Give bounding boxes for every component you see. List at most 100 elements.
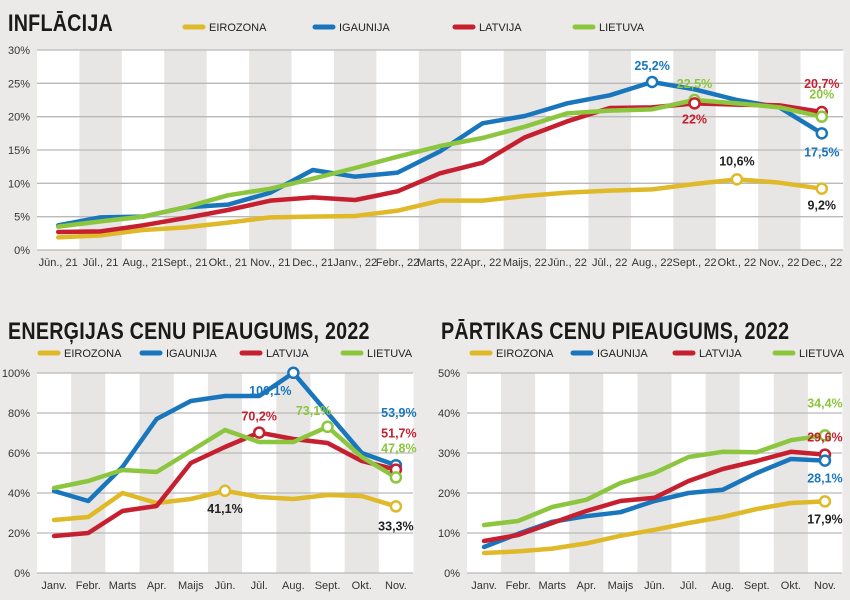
y-tick-label: 30% bbox=[438, 448, 460, 460]
data-label: 29,6% bbox=[807, 431, 842, 445]
legend-label: LIETUVA bbox=[367, 348, 413, 360]
inflation-title: INFLĀCIJA bbox=[8, 10, 113, 37]
series-line-lietuva bbox=[481, 433, 828, 528]
x-tick-label: Marts, 22 bbox=[417, 257, 463, 269]
y-tick-label: 40% bbox=[438, 408, 460, 420]
column-band bbox=[207, 373, 243, 573]
legend-label: LATVIJA bbox=[699, 348, 742, 360]
y-tick-label: 25% bbox=[8, 78, 30, 90]
data-label: 17,9% bbox=[807, 512, 842, 526]
y-tick-label: 50% bbox=[438, 368, 460, 380]
y-tick-label: 0% bbox=[14, 568, 30, 580]
series-line-lietuva bbox=[51, 424, 399, 491]
data-point-marker bbox=[287, 366, 300, 380]
y-tick-label: 80% bbox=[8, 408, 30, 420]
data-label: 100,1% bbox=[249, 384, 291, 398]
energy-title: ENERĢIJAS CENU PIEAUGUMS, 2022 bbox=[8, 318, 370, 345]
x-tick-label: Okt., 21 bbox=[209, 257, 248, 269]
data-label: 17,5% bbox=[804, 145, 839, 159]
x-tick-label: Marts bbox=[109, 580, 137, 592]
data-label: 22% bbox=[682, 112, 707, 126]
column-band bbox=[310, 373, 346, 573]
x-tick-label: Jūl., 22 bbox=[592, 257, 627, 269]
x-tick-label: Jūn., 21 bbox=[39, 257, 78, 269]
x-tick-label: Aug., 22 bbox=[632, 257, 673, 269]
column-band bbox=[276, 373, 311, 573]
series-line-latvija bbox=[51, 430, 399, 539]
data-label: 10,6% bbox=[719, 154, 754, 168]
data-point-marker bbox=[815, 182, 829, 195]
y-tick-label: 20% bbox=[438, 488, 460, 500]
x-tick-label: Apr., 22 bbox=[463, 257, 501, 269]
data-point-marker bbox=[688, 97, 701, 110]
data-point-marker bbox=[321, 420, 334, 434]
chart-0: Jūn., 21 Jūl., 21 Aug., 21 Sept., 21 Okt., 2… bbox=[8, 22, 844, 269]
series-line-eirozona bbox=[55, 177, 825, 240]
x-tick-label: Maijs bbox=[178, 580, 204, 592]
chart-2: Janv. Febr. Marts Apr. Maijs Jūn. Jūl. Aug. Sept… bbox=[438, 348, 845, 592]
column-band bbox=[671, 373, 707, 573]
y-tick-label: 20% bbox=[8, 528, 30, 540]
y-tick-label: 60% bbox=[8, 448, 30, 460]
column-band bbox=[344, 373, 380, 573]
legend-label: IGAUNIJA bbox=[339, 22, 390, 34]
y-tick-label: 0% bbox=[14, 245, 30, 257]
column-band bbox=[242, 373, 277, 573]
legend-label: EIROZONA bbox=[64, 348, 122, 360]
series-line-latvija bbox=[481, 449, 828, 544]
data-point-marker bbox=[815, 127, 829, 140]
column-band bbox=[773, 373, 809, 573]
x-tick-label: Jūn. bbox=[215, 580, 236, 592]
x-tick-label: Sept., 22 bbox=[673, 257, 717, 269]
data-point-marker bbox=[818, 495, 832, 508]
x-tick-label: Okt., 22 bbox=[718, 257, 757, 269]
y-tick-label: 10% bbox=[438, 528, 460, 540]
data-label: 28,1% bbox=[807, 472, 842, 486]
x-tick-label: Apr. bbox=[577, 580, 597, 592]
data-point-marker bbox=[645, 75, 659, 89]
legend-label: EIROZONA bbox=[209, 22, 267, 34]
x-tick-label: Dec., 22 bbox=[801, 257, 842, 269]
x-tick-label: Maijs, 22 bbox=[503, 257, 547, 269]
data-point-marker bbox=[252, 426, 266, 439]
x-tick-label: Sept. bbox=[315, 580, 341, 592]
x-tick-label: Aug., 21 bbox=[123, 257, 164, 269]
legend-label: IGAUNIJA bbox=[166, 348, 217, 360]
x-tick-label: Janv. bbox=[41, 580, 66, 592]
data-label: 20% bbox=[809, 88, 834, 102]
x-tick-label: Jūl. bbox=[680, 580, 697, 592]
x-tick-label: Nov. bbox=[385, 580, 407, 592]
y-tick-label: 15% bbox=[8, 145, 30, 157]
y-tick-label: 0% bbox=[444, 568, 460, 580]
x-tick-label: Maijs bbox=[608, 580, 634, 592]
y-tick-label: 100% bbox=[2, 368, 30, 380]
legend-label: LIETUVA bbox=[599, 22, 645, 34]
legend-label: LIETUVA bbox=[799, 348, 845, 360]
column-band bbox=[71, 373, 106, 573]
x-tick-label: Okt. bbox=[352, 580, 372, 592]
x-tick-label: Sept. bbox=[744, 580, 770, 592]
legend-label: LATVIJA bbox=[479, 22, 522, 34]
x-tick-label: Janv., 22 bbox=[333, 257, 377, 269]
data-label: 47,8% bbox=[381, 441, 416, 455]
x-tick-label: Aug. bbox=[711, 580, 734, 592]
data-label: 70,2% bbox=[241, 410, 276, 424]
data-label: 25,2% bbox=[634, 59, 669, 73]
x-tick-label: Nov. bbox=[814, 580, 836, 592]
data-label: 22,5% bbox=[677, 77, 712, 91]
x-tick-label: Nov., 22 bbox=[759, 257, 799, 269]
legend-label: IGAUNIJA bbox=[597, 348, 648, 360]
data-label: 33,3% bbox=[378, 519, 413, 533]
data-point-marker bbox=[389, 471, 403, 484]
data-point-marker bbox=[815, 110, 829, 123]
column-band bbox=[501, 373, 536, 573]
y-tick-label: 20% bbox=[8, 112, 30, 124]
data-label: 41,1% bbox=[207, 502, 242, 516]
x-tick-label: Janv. bbox=[471, 580, 496, 592]
x-tick-label: Sept., 21 bbox=[163, 257, 207, 269]
x-tick-label: Nov., 21 bbox=[250, 257, 290, 269]
y-tick-label: 30% bbox=[8, 45, 30, 57]
column-band bbox=[807, 373, 843, 573]
x-tick-label: Jūn. bbox=[644, 580, 665, 592]
